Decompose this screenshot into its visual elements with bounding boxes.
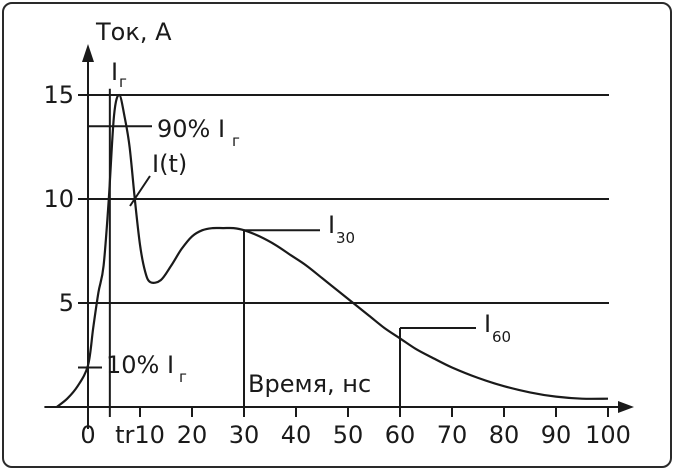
x-tick-label: 40 [281,421,312,449]
ir-label: I [111,58,118,86]
i30-subscript: 30 [336,229,355,247]
x-axis-arrow [618,401,634,413]
p10-subscript: г [179,368,187,386]
x-tick-label: 60 [385,421,416,449]
ir-subscript: г [119,73,127,91]
x-tick-label: 20 [177,421,208,449]
x-tick-label: 70 [437,421,468,449]
x-axis-label: Время, нс [248,370,371,398]
p90-subscript: г [232,132,240,150]
annotation-ir: I г [111,58,127,91]
annotation-10: 10% I г [106,351,187,386]
x-tick-label: 50 [333,421,364,449]
annotation-90: 90% I г [157,115,240,150]
chart-frame [2,2,672,468]
series-label-it: I(t) [152,150,187,178]
y-tick-label: 10 [43,185,74,213]
tick-labels: 0 tr10 20 30 40 50 60 70 80 90 100 5 10 15 [43,81,630,449]
annotation-i60: I 60 [484,310,511,346]
p90-label: 90% I [157,115,225,143]
p10-label: 10% I [106,351,174,379]
it-leader-line [129,175,151,207]
i60-subscript: 60 [492,328,511,346]
x-tick-label: 80 [489,421,520,449]
annotation-i30: I 30 [328,211,355,247]
y-axis-label: Ток, А [95,18,172,46]
grid-lines [88,94,609,304]
i60-label: I [484,310,491,338]
x-tick-label: 30 [229,421,260,449]
marker-lines [78,88,476,417]
i30-label: I [328,211,335,239]
y-tick-label: 15 [43,81,74,109]
series-group [56,93,609,408]
x-tick-label: tr10 [115,421,165,449]
x-tick-label: 0 [80,421,95,449]
y-axis-arrow [82,44,94,62]
x-tick-label: 100 [585,421,631,449]
series-line-0 [56,93,609,408]
y-tick-label: 5 [59,289,74,317]
x-tick-label: 90 [541,421,572,449]
